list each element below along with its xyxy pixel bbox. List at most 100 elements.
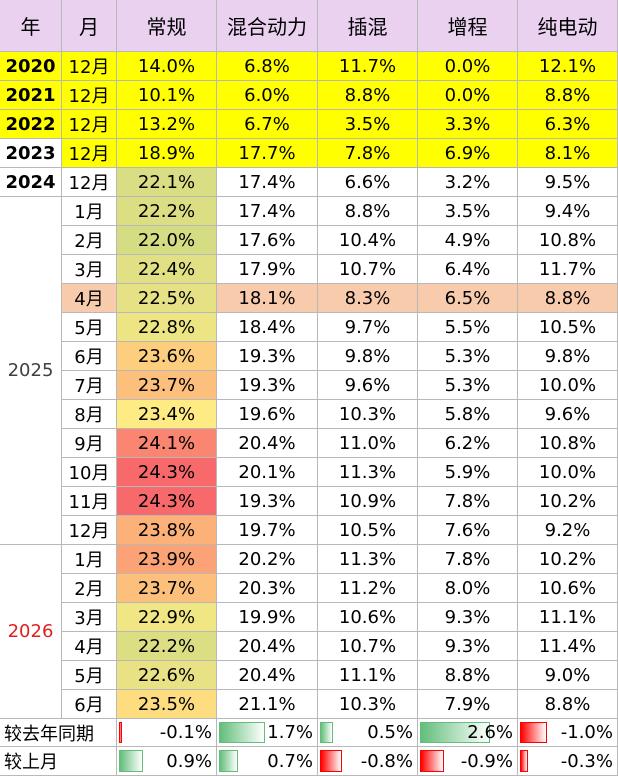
value-cell: 9.7% <box>318 313 418 342</box>
header-cell: 年 <box>0 0 62 52</box>
value-cell: 20.2% <box>217 545 318 574</box>
month-cell: 12月 <box>62 81 117 110</box>
value-cell: 19.7% <box>217 516 318 545</box>
value-cell: 4.9% <box>418 226 518 255</box>
month-cell: 11月 <box>62 487 117 516</box>
data-bar <box>520 722 547 743</box>
comparison-value: -0.3% <box>560 750 613 772</box>
year-cell: 2022 <box>0 110 62 139</box>
value-cell: 22.4% <box>117 255 217 284</box>
value-cell: 9.8% <box>518 342 618 371</box>
value-cell: 10.0% <box>518 458 618 487</box>
value-cell: 3.2% <box>418 168 518 197</box>
value-cell: 17.4% <box>217 197 318 226</box>
value-cell: 21.1% <box>217 690 318 719</box>
header-cell: 月 <box>62 0 117 52</box>
month-cell: 3月 <box>62 255 117 284</box>
value-cell: 12.1% <box>518 52 618 81</box>
value-cell: 9.0% <box>518 661 618 690</box>
value-cell: 7.9% <box>418 690 518 719</box>
comparison-value: -0.1% <box>159 722 212 743</box>
value-cell: 19.3% <box>217 487 318 516</box>
data-bar <box>320 722 334 743</box>
month-cell: 6月 <box>62 342 117 371</box>
value-cell: 20.4% <box>217 661 318 690</box>
month-cell: 2月 <box>62 574 117 603</box>
value-cell: 11.1% <box>518 603 618 632</box>
value-cell: 10.9% <box>318 487 418 516</box>
value-cell: 10.3% <box>318 400 418 429</box>
comparison-value: 0.7% <box>267 750 313 772</box>
year-cell: 2021 <box>0 81 62 110</box>
month-cell: 8月 <box>62 400 117 429</box>
data-bar <box>320 750 342 772</box>
value-cell: 24.3% <box>117 458 217 487</box>
value-cell: 10.2% <box>518 545 618 574</box>
month-cell: 3月 <box>62 603 117 632</box>
value-cell: 13.2% <box>117 110 217 139</box>
value-cell: 18.9% <box>117 139 217 168</box>
comparison-cell: -0.9% <box>418 747 518 776</box>
comparison-cell: -0.1% <box>117 719 217 747</box>
value-cell: 19.3% <box>217 342 318 371</box>
value-cell: 10.1% <box>117 81 217 110</box>
value-cell: 17.7% <box>217 139 318 168</box>
value-cell: 10.0% <box>518 371 618 400</box>
header-cell: 常规 <box>117 0 217 52</box>
comparison-value: -1.0% <box>560 722 613 743</box>
value-cell: 10.8% <box>518 429 618 458</box>
value-cell: 7.8% <box>418 545 518 574</box>
value-cell: 18.1% <box>217 284 318 313</box>
value-cell: 6.2% <box>418 429 518 458</box>
comparison-cell: 2.6% <box>418 719 518 747</box>
value-cell: 10.4% <box>318 226 418 255</box>
comparison-cell: 0.5% <box>318 719 418 747</box>
year-cell: 2024 <box>0 168 62 197</box>
value-cell: 8.8% <box>518 690 618 719</box>
value-cell: 0.0% <box>418 81 518 110</box>
comparison-cell: 0.7% <box>217 747 318 776</box>
value-cell: 17.4% <box>217 168 318 197</box>
month-cell: 4月 <box>62 284 117 313</box>
value-cell: 8.8% <box>518 81 618 110</box>
value-cell: 19.3% <box>217 371 318 400</box>
year-cell: 2020 <box>0 52 62 81</box>
value-cell: 9.5% <box>518 168 618 197</box>
value-cell: 11.4% <box>518 632 618 661</box>
value-cell: 6.9% <box>418 139 518 168</box>
comparison-label: 较去年同期 <box>0 719 117 747</box>
comparison-value: 1.7% <box>267 722 313 743</box>
comparison-value: -0.8% <box>360 750 413 772</box>
value-cell: 6.7% <box>217 110 318 139</box>
value-cell: 9.6% <box>318 371 418 400</box>
value-cell: 24.3% <box>117 487 217 516</box>
value-cell: 18.4% <box>217 313 318 342</box>
value-cell: 10.5% <box>518 313 618 342</box>
value-cell: 5.9% <box>418 458 518 487</box>
value-cell: 9.6% <box>518 400 618 429</box>
value-cell: 6.8% <box>217 52 318 81</box>
value-cell: 10.2% <box>518 487 618 516</box>
value-cell: 8.8% <box>318 197 418 226</box>
header-cell: 纯电动 <box>518 0 618 52</box>
value-cell: 11.2% <box>318 574 418 603</box>
value-cell: 20.4% <box>217 632 318 661</box>
data-bar <box>119 722 122 743</box>
month-cell: 7月 <box>62 371 117 400</box>
value-cell: 8.8% <box>418 661 518 690</box>
value-cell: 14.0% <box>117 52 217 81</box>
value-cell: 10.6% <box>518 574 618 603</box>
value-cell: 23.7% <box>117 574 217 603</box>
value-cell: 5.3% <box>418 342 518 371</box>
value-cell: 10.6% <box>318 603 418 632</box>
value-cell: 22.8% <box>117 313 217 342</box>
month-cell: 2月 <box>62 226 117 255</box>
value-cell: 11.0% <box>318 429 418 458</box>
value-cell: 23.9% <box>117 545 217 574</box>
comparison-value: 2.6% <box>467 722 513 743</box>
value-cell: 22.2% <box>117 197 217 226</box>
value-cell: 22.9% <box>117 603 217 632</box>
data-bar <box>420 750 445 772</box>
value-cell: 10.7% <box>318 255 418 284</box>
value-cell: 6.6% <box>318 168 418 197</box>
